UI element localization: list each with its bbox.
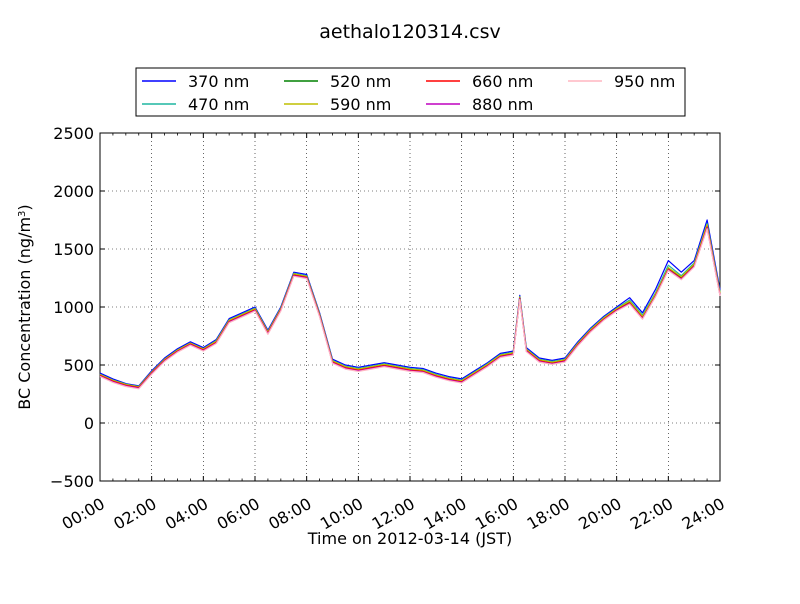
legend-label: 470 nm [188,95,249,114]
series-line-370-nm [99,219,721,387]
y-axis-label-sup: 3 [17,211,28,217]
y-tick-label: 2000 [53,182,94,201]
series-lines [99,219,721,390]
legend-box [135,67,686,117]
x-tick-label: 14:00 [420,494,469,534]
x-tick-label: 22:00 [627,494,676,534]
x-tick-label: 02:00 [110,494,159,534]
x-tick-label: 00:00 [59,494,108,534]
y-tick-label: 1000 [53,298,94,317]
x-tick-label: 20:00 [575,494,624,534]
chart-title: aethalo120314.csv [319,21,501,43]
legend-label: 880 nm [472,95,533,114]
y-axis-label-main: BC Concentration (ng/m [15,217,34,410]
legend-label: 370 nm [188,72,249,91]
y-tick-label: 0 [84,414,94,433]
x-axis-label: Time on 2012-03-14 (JST) [307,529,512,548]
x-tick-label: 12:00 [369,494,418,534]
legend: 370 nm 470 nm 520 nm 590 nm 660 nm 880 nm 950 … [135,67,686,117]
x-tick-label: 16:00 [472,494,521,534]
x-tick-label: 24:00 [679,494,728,534]
legend-label: 520 nm [330,72,391,91]
x-tick-label: 04:00 [162,494,211,534]
y-tick-label: 500 [63,356,94,375]
y-tick-label: −500 [50,472,94,491]
x-tick-label: 08:00 [265,494,314,534]
y-axis-label-end: ) [15,204,34,210]
y-axis-label: BC Concentration (ng/m3) [15,204,34,409]
series-line-950-nm [99,228,721,390]
y-tick-label: 1500 [53,240,94,259]
legend-label: 950 nm [614,72,675,91]
series-line-590-nm [99,224,721,388]
x-tick-label: 10:00 [317,494,366,534]
y-tick-label: 2500 [53,124,94,143]
legend-label: 660 nm [472,72,533,91]
x-tick-label: 18:00 [524,494,573,534]
x-tick-label: 06:00 [214,494,263,534]
legend-label: 590 nm [330,95,391,114]
